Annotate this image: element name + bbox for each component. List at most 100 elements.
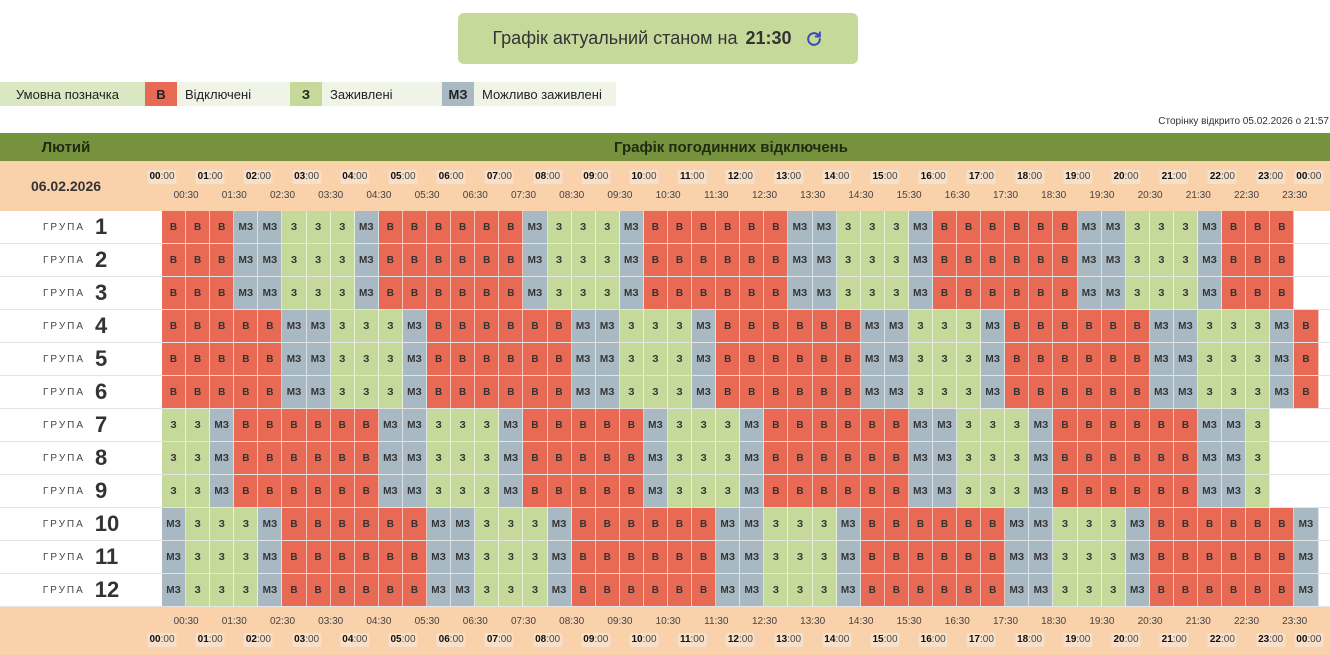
schedule-cell: МЗ	[1077, 244, 1102, 276]
schedule-cell: З	[812, 508, 837, 540]
schedule-cell: З	[186, 409, 211, 441]
bottom-hour-tick: 05:00	[388, 633, 418, 647]
schedule-cell: В	[740, 343, 765, 375]
schedule-cell: В	[692, 211, 717, 243]
schedule-cell: В	[667, 508, 693, 540]
schedule-cell: З	[1077, 508, 1102, 540]
schedule-cell: В	[330, 409, 355, 441]
top-half-tick: 11:30	[704, 190, 729, 201]
schedule-cell: В	[451, 277, 476, 309]
top-hour-tick: 06:00	[436, 170, 466, 184]
schedule-cell: МЗ	[692, 310, 717, 342]
schedule-cell: МЗ	[378, 475, 403, 507]
schedule-cell: МЗ	[354, 211, 379, 243]
top-hour-tick: 08:00	[533, 170, 563, 184]
group-row: ГРУПА 11 МЗ З З З МЗ В В В В В В МЗ МЗ З З З МЗ В В В В В В МЗ МЗ З…	[0, 541, 1330, 574]
schedule-cell: В	[860, 409, 885, 441]
schedule-cell: З	[667, 343, 693, 375]
schedule-cell: В	[378, 277, 403, 309]
schedule-cell: МЗ	[234, 211, 259, 243]
schedule-cell: В	[1246, 211, 1271, 243]
bottom-time-axis: 00:30 01:30 02:30 03:30 04:30 05:30 06:30 07:30…	[0, 607, 1330, 655]
schedule-cell: В	[764, 475, 789, 507]
schedule-cell: З	[908, 376, 933, 408]
bottom-hour-tick: 04:00	[340, 633, 370, 647]
top-half-tick: 15:30	[896, 190, 922, 201]
schedule-cell: З	[282, 277, 307, 309]
group-label: ГРУПА 5	[0, 343, 162, 375]
refresh-icon[interactable]	[804, 29, 824, 49]
schedule-cell: МЗ	[933, 475, 958, 507]
schedule-cell: МЗ	[812, 244, 837, 276]
schedule-cell: В	[908, 508, 933, 540]
schedule-cell: В	[1294, 310, 1319, 342]
schedule-cell: В	[595, 574, 620, 606]
schedule-cell: МЗ	[1294, 574, 1319, 606]
schedule-cell: В	[1125, 475, 1150, 507]
schedule-cell: В	[162, 277, 187, 309]
schedule-cell: В	[981, 211, 1006, 243]
schedule-cell: З	[282, 211, 307, 243]
schedule-cell: В	[595, 442, 620, 474]
schedule-cell: З	[1246, 376, 1271, 408]
schedule-cell: В	[716, 244, 741, 276]
bottom-half-tick: 01:30	[221, 616, 247, 627]
schedule-cell: В	[475, 376, 500, 408]
schedule-cell: В	[330, 508, 355, 540]
schedule-cell: В	[210, 211, 235, 243]
schedule-cell: В	[258, 310, 283, 342]
schedule-cell: МЗ	[595, 376, 620, 408]
schedule-cell: В	[499, 343, 524, 375]
top-hour-tick: 13:00	[774, 170, 804, 184]
schedule-cell: В	[1101, 409, 1126, 441]
group-word: ГРУПА	[42, 452, 86, 464]
schedule-cell: В	[258, 343, 283, 375]
group-label: ГРУПА 8	[0, 442, 162, 474]
schedule-cell: МЗ	[1125, 508, 1150, 540]
schedule-cell: В	[981, 244, 1006, 276]
schedule-cell: В	[306, 508, 331, 540]
schedule-cell: В	[1029, 277, 1054, 309]
schedule-cell: З	[860, 277, 885, 309]
schedule-cell: З	[451, 409, 476, 441]
schedule-cell: З	[643, 343, 668, 375]
schedule-cell: В	[619, 541, 644, 573]
group-word: ГРУПА	[42, 518, 85, 530]
top-hour-tick: 01:00	[195, 170, 225, 184]
bottom-hour-ticks: 00:00 01:00 02:00 03:00 04:00 05:00 06:00 07:00…	[0, 633, 1330, 649]
group-word: ГРУПА	[42, 386, 86, 398]
schedule-cell: З	[1101, 508, 1126, 540]
schedule-cell: З	[162, 442, 187, 474]
schedule-cell: В	[643, 508, 668, 540]
top-half-tick: 03:30	[318, 190, 344, 201]
schedule-cell: МЗ	[884, 343, 909, 375]
schedule-cell: В	[1270, 574, 1295, 606]
schedule-cell: В	[234, 343, 259, 375]
schedule-cell: В	[354, 409, 379, 441]
top-half-tick: 05:30	[414, 190, 440, 201]
schedule-cell: МЗ	[402, 310, 428, 342]
schedule-cell: В	[210, 277, 235, 309]
schedule-cell: В	[162, 343, 187, 375]
schedule-cell: В	[210, 376, 235, 408]
schedule-cell: МЗ	[884, 376, 909, 408]
schedule-cell: В	[499, 277, 524, 309]
schedule-cell: В	[1101, 475, 1126, 507]
schedule-cell: В	[282, 409, 307, 441]
schedule-cell: В	[571, 409, 596, 441]
schedule-cell: МЗ	[1173, 343, 1199, 375]
schedule-cell: В	[788, 343, 813, 375]
top-half-tick: 22:30	[1233, 190, 1260, 201]
schedule-cell: В	[523, 343, 548, 375]
schedule-cell: В	[1270, 244, 1295, 276]
schedule-cell: В	[1053, 211, 1078, 243]
schedule-cell: В	[1101, 310, 1126, 342]
schedule-cell: В	[667, 277, 693, 309]
schedule-cell: МЗ	[1101, 211, 1126, 243]
schedule-cell: З	[1125, 211, 1150, 243]
schedule-cell: В	[523, 376, 548, 408]
schedule-cell: В	[643, 277, 668, 309]
schedule-cell: МЗ	[1270, 310, 1295, 342]
schedule-cell: МЗ	[451, 508, 476, 540]
bottom-hour-tick: 11:00	[677, 633, 707, 647]
